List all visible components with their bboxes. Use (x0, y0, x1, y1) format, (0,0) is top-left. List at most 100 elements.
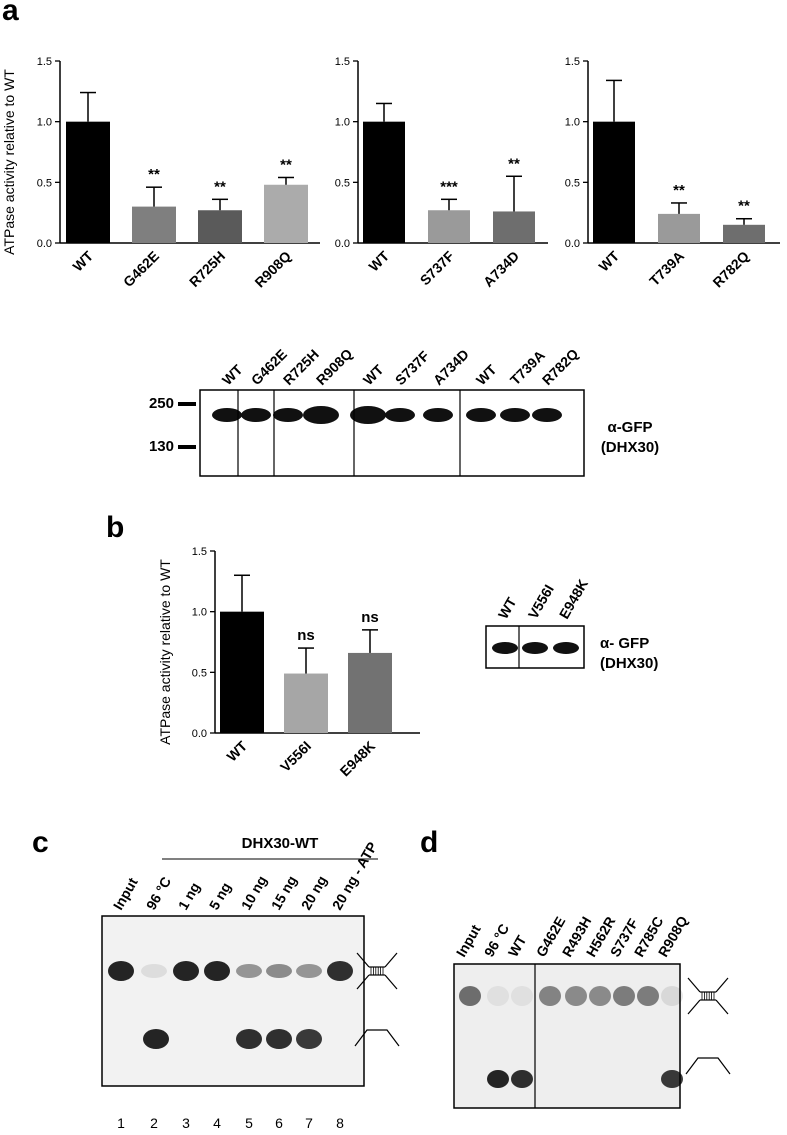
blot-band (273, 408, 303, 422)
bar (132, 206, 176, 243)
bar (363, 121, 405, 243)
gel-lane-number: 1 (117, 1115, 125, 1131)
y-tick-label: 1.5 (565, 56, 580, 68)
strand (687, 999, 701, 1015)
y-tick-label: 0.0 (565, 238, 580, 250)
gel-band-single (236, 1029, 262, 1049)
strand (354, 1029, 400, 1047)
bar-chart-b: 0.0 0.5 1.0 1.5 ATPase activity relative to … (157, 546, 420, 780)
gel-lane-label: 96 °C (143, 874, 174, 912)
gel-lane-label: 1 ng (175, 880, 203, 913)
y-tick-label: 0.5 (335, 177, 350, 189)
bar (198, 210, 242, 243)
blot-band (423, 408, 453, 422)
gel-band-duplex (141, 964, 167, 978)
strand (715, 999, 729, 1015)
single-strand-icon (685, 1057, 731, 1075)
blot-band (500, 408, 530, 422)
strand (687, 977, 701, 993)
gel-band-duplex (661, 986, 683, 1006)
gel-c: DHX30-WT Input 1 96 °C 2 1 ng 3 5 ng 4 10 ng 5 15 n… (101, 835, 400, 1131)
single-strand-icon (354, 1029, 400, 1047)
bar (723, 224, 765, 243)
y-tick-label: 1.0 (335, 117, 350, 129)
panel-letter-a: a (2, 0, 19, 27)
strand (356, 974, 370, 990)
bar-chart-a1: 0.0 0.5 1.0 1.5 ATPase activity relative to … (1, 56, 320, 291)
bar (593, 121, 635, 243)
y-tick-label: 0.0 (192, 728, 207, 740)
blot-lane-label: A734D (430, 346, 472, 388)
gel-lane-number: 2 (150, 1115, 158, 1131)
gel-lane-label: 10 ng (238, 873, 270, 913)
y-axis-label: ATPase activity relative to WT (157, 559, 173, 745)
gel-lane-label: 20 ng (298, 873, 330, 913)
blot-lane-label: WT (495, 594, 520, 621)
significance-label: ** (148, 166, 160, 183)
gel-band-single (143, 1029, 169, 1049)
blot-lane-label: WT (219, 361, 246, 388)
blot-band (522, 642, 548, 654)
blot-lane-label: WT (360, 361, 387, 388)
gel-header: DHX30-WT (242, 835, 319, 852)
gel-lane-label: Input (453, 922, 484, 960)
strand (384, 952, 398, 968)
marker-label: 250 (149, 395, 174, 412)
gel-band-duplex (487, 986, 509, 1006)
y-tick-label: 0.0 (335, 238, 350, 250)
x-tick-label: R782Q (709, 248, 752, 291)
blot-band (241, 408, 271, 422)
gel-band-single (266, 1029, 292, 1049)
x-tick-label: R908Q (251, 248, 294, 291)
y-tick-label: 1.0 (37, 117, 52, 129)
gel-band-duplex (589, 986, 611, 1006)
gel-lane-label: WT (505, 932, 530, 959)
blot-frame (199, 389, 585, 477)
blot-lane-label: S737F (392, 347, 433, 388)
significance-label: ns (361, 609, 379, 626)
significance-label: *** (440, 178, 458, 195)
panel-letter-c: c (32, 826, 49, 859)
blot-band (532, 408, 562, 422)
blot-band (492, 642, 518, 654)
gel-band-duplex (511, 986, 533, 1006)
blot-band (466, 408, 496, 422)
x-tick-label: WT (69, 247, 96, 274)
bar (493, 211, 535, 243)
y-tick-label: 1.0 (192, 607, 207, 619)
blot-band (553, 642, 579, 654)
x-tick-label: T739A (646, 248, 687, 289)
significance-label: ** (673, 182, 685, 199)
gel-band-duplex (296, 964, 322, 978)
bar (284, 673, 328, 733)
strand (715, 977, 729, 993)
gel-band-duplex (236, 964, 262, 978)
gel-lane-number: 6 (275, 1115, 283, 1131)
gel-band-duplex (108, 961, 134, 981)
gel-frame (453, 963, 681, 1109)
gel-lane-label: Input (110, 875, 141, 913)
gel-band-duplex (204, 961, 230, 981)
x-tick-label: WT (595, 247, 622, 274)
panel-letter-d: d (420, 826, 439, 859)
protein-label: (DHX30) (601, 439, 659, 456)
gel-band-duplex (327, 961, 353, 981)
bar (220, 611, 264, 733)
antibody-label: α-GFP (607, 419, 652, 436)
significance-label: ** (214, 178, 226, 195)
significance-label: ns (297, 627, 315, 644)
gel-band-single (511, 1070, 533, 1088)
gel-lane-number: 4 (213, 1115, 221, 1131)
y-tick-label: 0.5 (565, 177, 580, 189)
gel-band-duplex (565, 986, 587, 1006)
significance-label: ** (508, 155, 520, 172)
y-tick-label: 1.0 (565, 117, 580, 129)
gel-lane-label: 20 ng - ATP (329, 839, 381, 912)
blot-band (350, 406, 386, 424)
blot-lane-label: R725H (280, 346, 322, 388)
gel-band-single (661, 1070, 683, 1088)
x-tick-label: E948K (337, 738, 379, 780)
bar (428, 210, 470, 243)
x-tick-label: S737F (417, 247, 458, 288)
